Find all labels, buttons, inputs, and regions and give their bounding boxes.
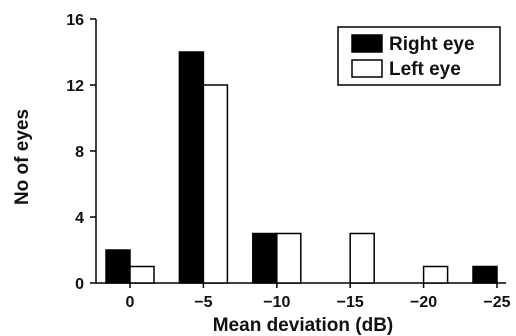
y-tick-label: 12 [66,78,84,95]
chart-legend: Right eye Left eye [337,26,501,86]
x-tick-label: −5 [194,294,212,311]
legend-swatch-left-eye [351,59,383,78]
x-tick-label: 0 [126,294,135,311]
legend-swatch-right-eye [351,34,383,53]
bar-right-eye [252,232,278,284]
bar-right-eye [105,249,131,284]
y-tick-label: 16 [66,12,84,29]
legend-label-right-eye: Right eye [389,34,475,55]
y-tick-label: 4 [75,210,84,227]
bar-left-eye [129,265,155,284]
bar-left-eye [422,265,449,284]
bar-right-eye [472,265,498,284]
legend-label-left-eye: Left eye [389,59,461,80]
y-axis-title: No of eyes [12,109,33,205]
bar-left-eye [202,84,229,284]
x-tick-label: −25 [483,294,510,311]
chart-bars [105,51,498,284]
bar-left-eye [349,232,375,284]
x-axis-title: Mean deviation (dB) [213,315,394,336]
bar-left-eye [276,232,302,284]
x-tick-label: −20 [410,294,437,311]
y-tick-label: 8 [75,144,84,161]
y-tick-label: 0 [75,276,84,293]
chart-tick-labels: 0 4 8 12 16 0 −5 −10 −15 −20 −25 [66,12,510,311]
bar-right-eye [178,51,205,284]
x-tick-label: −10 [263,294,290,311]
x-tick-label: −15 [337,294,364,311]
